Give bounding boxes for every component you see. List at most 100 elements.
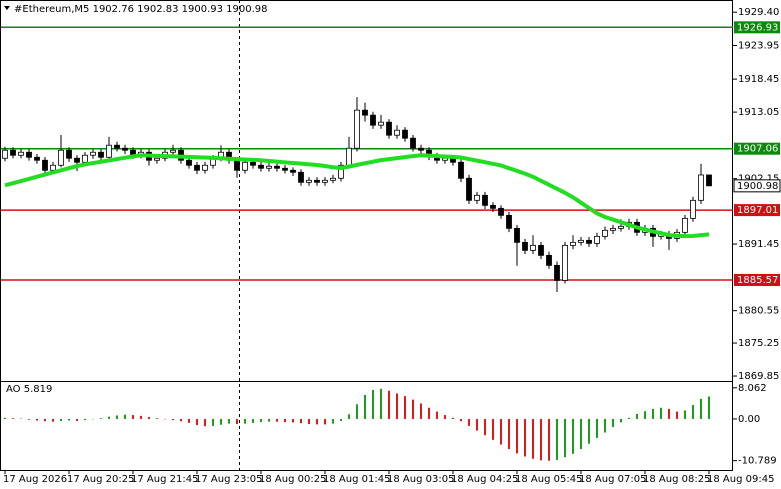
candle-body: [618, 225, 624, 229]
x-tick-label: 18 Aug 07:05: [579, 474, 646, 485]
y-tick-label: 1918.45: [738, 74, 779, 85]
level-label-box: [734, 142, 780, 155]
y-tick-label: 1875.25: [738, 338, 779, 349]
level-label: 1926.93: [737, 22, 778, 33]
candle-body: [242, 161, 248, 171]
candle-body: [554, 264, 560, 281]
candle-body: [698, 174, 704, 201]
x-tick-label: 18 Aug 09:45: [707, 474, 774, 485]
candle-body: [386, 121, 392, 136]
candle-body: [98, 151, 104, 158]
x-tick-label: 18 Aug 00:25: [259, 474, 326, 485]
candle-body: [410, 137, 416, 149]
candle-body: [322, 179, 328, 183]
x-tick-label: 18 Aug 08:25: [643, 474, 710, 485]
candle-body: [2, 149, 8, 159]
y-tick-label: 1929.40: [738, 7, 779, 18]
candle-body: [258, 164, 264, 169]
y-tick-label: 8.062: [738, 383, 767, 394]
candle-body: [26, 151, 32, 158]
candle-body: [154, 157, 160, 161]
candle-body: [122, 147, 128, 151]
candle-body: [490, 204, 496, 209]
candle-body: [570, 241, 576, 246]
candle-body: [546, 254, 552, 266]
candle-body: [58, 149, 64, 166]
candle-body: [506, 214, 512, 229]
candle-body: [10, 149, 16, 156]
y-tick-label: 1880.55: [738, 306, 779, 317]
y-tick-label: 1902.15: [738, 174, 779, 185]
candle-body: [314, 179, 320, 183]
candle-body: [282, 167, 288, 171]
candle-body: [330, 177, 336, 181]
candle-body: [602, 229, 608, 237]
candle-body: [378, 121, 384, 126]
candle-body: [66, 149, 72, 159]
candle-body: [202, 164, 208, 171]
candle-body: [114, 144, 120, 149]
candle-body: [274, 165, 280, 169]
candle-body: [458, 161, 464, 179]
level-label-box: [734, 273, 780, 286]
candle-body: [194, 164, 200, 171]
candle-body: [74, 157, 80, 163]
candle-body: [706, 174, 712, 187]
candle-body: [530, 244, 536, 251]
chart-title: #Ethereum,M5 1902.76 1902.83 1900.93 190…: [14, 4, 268, 15]
candle-body: [594, 235, 600, 244]
candle-body: [170, 149, 176, 153]
candle-body: [586, 239, 592, 244]
moving-average: [4, 153, 710, 239]
y-tick-label: 1923.95: [738, 41, 779, 52]
level-label-box: [734, 204, 780, 217]
level-label: 1897.01: [737, 205, 778, 216]
last-price-box: [733, 179, 781, 193]
candle-body: [306, 179, 312, 183]
x-tick-label: 18 Aug 03:05: [387, 474, 454, 485]
candle-body: [514, 227, 520, 243]
indicator-title: AO 5.819: [6, 384, 52, 395]
candle-body: [682, 217, 688, 233]
frame: [0, 0, 733, 471]
candle-body: [482, 194, 488, 206]
candle-body: [474, 194, 480, 201]
candle-body: [394, 129, 400, 136]
x-tick-label: 17 Aug 20:25: [67, 474, 134, 485]
last-price-label: 1900.98: [737, 181, 778, 192]
level-label: 1885.57: [737, 275, 778, 286]
candle-body: [522, 241, 528, 251]
y-tick-label: 1891.45: [738, 239, 779, 250]
candle-body: [234, 159, 240, 171]
candle-body: [610, 227, 616, 231]
candle-body: [250, 161, 256, 166]
y-tick-label: 1913.05: [738, 107, 779, 118]
candle-body: [346, 147, 352, 166]
candle-body: [370, 114, 376, 126]
candle-body: [106, 144, 112, 158]
candle-body: [418, 147, 424, 151]
candle-body: [690, 199, 696, 219]
y-tick-label: 1869.85: [738, 371, 779, 382]
candle-body: [538, 244, 544, 256]
y-tick-label: -10.789: [738, 456, 777, 467]
candle-body: [290, 169, 296, 173]
candle-body: [34, 156, 40, 161]
candle-body: [266, 165, 272, 169]
candle-body: [402, 129, 408, 139]
y-tick-label: 0.00: [738, 414, 760, 425]
candle-body: [338, 164, 344, 179]
x-tick-label: 17 Aug 23:05: [195, 474, 262, 485]
x-tick-label: 18 Aug 01:45: [323, 474, 390, 485]
candle-body: [186, 159, 192, 166]
candle-body: [90, 151, 96, 156]
candle-body: [562, 244, 568, 281]
level-label: 1907.06: [737, 144, 778, 155]
candle-body: [42, 159, 48, 171]
x-tick-label: 18 Aug 04:25: [451, 474, 518, 485]
x-tick-label: 17 Aug 21:45: [131, 474, 198, 485]
candle-body: [578, 239, 584, 243]
